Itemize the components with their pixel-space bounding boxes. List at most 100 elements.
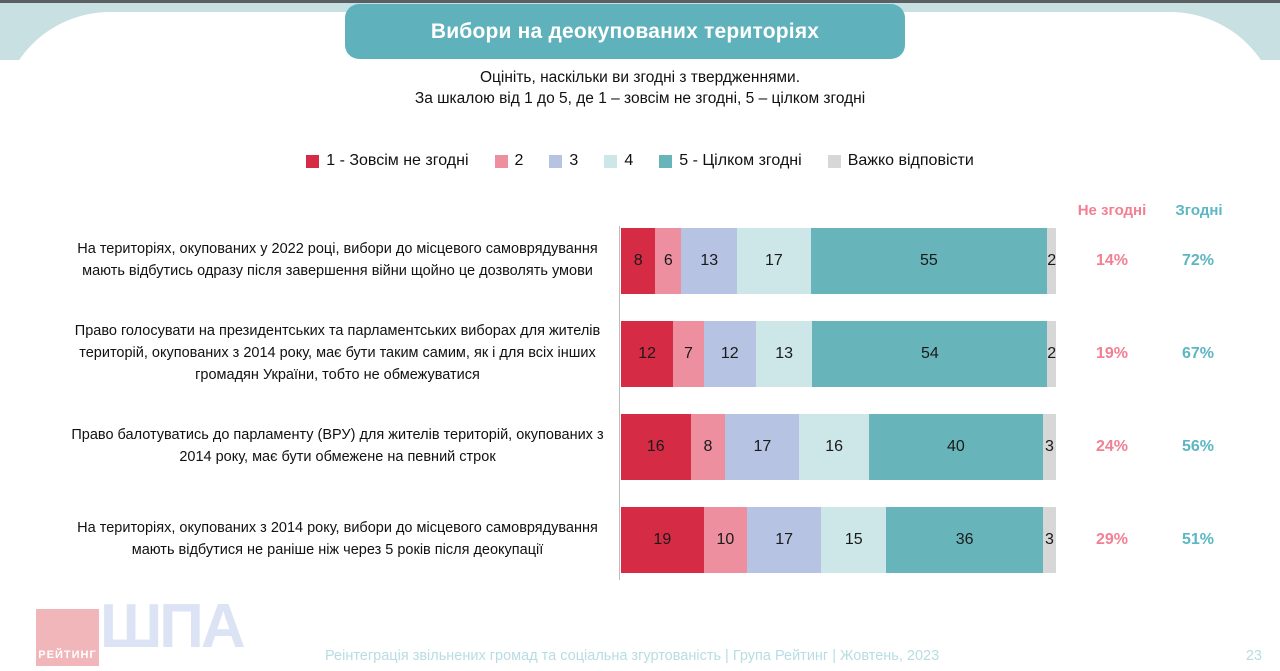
bar-segment: 8 [621,228,656,294]
bar-segment: 8 [690,414,726,480]
title-banner: Вибори на деокупованих територіях [345,4,905,59]
bar-segment: 13 [681,228,738,294]
legend-item: 2 [494,152,524,170]
bar-segment: 12 [703,321,756,387]
bar-segment-value: 12 [638,345,656,362]
page-number: 23 [1245,648,1262,664]
bar-segment-value: 55 [920,252,938,269]
bar-segment-value: 36 [955,531,974,548]
legend-swatch-1 [306,154,320,168]
footer-source-text: Реінтеграція звільнених громад та соціал… [325,648,940,664]
legend-item: 4 [604,152,633,170]
legend-label: 3 [569,152,579,169]
category-label: Право балотуватись до парламенту (ВРУ) д… [71,427,604,465]
legend-item: Важко відповісти [827,152,974,170]
legend: 1 - Зовсім не згодні 2 3 4 5 - Цілком зг… [0,152,1280,170]
legend-swatch-5 [659,154,673,168]
agree-value: 72% [1181,252,1215,269]
column-header-disagree: Не згодні [1077,202,1147,219]
legend-item: 3 [549,152,578,170]
shpa-logo: ШПА [100,592,246,661]
disagree-value: 14% [1095,252,1129,269]
bar-segment-value: 16 [646,438,665,455]
bar-segment: 3 [1042,507,1056,573]
bar-segment-value: 19 [653,531,672,548]
legend-swatch-2 [494,154,508,168]
bar-segment-value: 13 [700,252,719,269]
bar-segment-value: 8 [633,252,643,269]
agree-value: 67% [1181,345,1215,362]
bar-segment: 54 [812,321,1048,387]
stacked-bar-row-3: 16 8 17 16 40 3 [621,414,1056,480]
bar-segment: 7 [673,321,704,387]
legend-swatch-dk [827,154,841,168]
subtitle: Оцініть, наскільки ви згодні з твердженн… [0,68,1280,110]
category-label: Право голосувати на президентських та па… [74,323,601,383]
bar-segment: 10 [703,507,748,573]
stacked-bar-chart: Не згодні Згодні На територіях, окупован… [60,200,1260,580]
bar-segment: 40 [868,414,1043,480]
category-label: На територіях, окупованих у 2022 році, в… [77,241,598,279]
bar-segment-value: 3 [1045,438,1054,455]
window-top-edge [0,0,1280,3]
legend-label: 4 [624,152,634,169]
disagree-value: 29% [1095,531,1129,548]
disagree-value: 24% [1095,438,1129,455]
bar-segment-value: 17 [775,531,794,548]
page-title: Вибори на деокупованих територіях [430,19,820,43]
bar-segment-value: 54 [920,345,939,362]
bar-segment: 36 [886,507,1043,573]
bar-segment-value: 10 [716,531,735,548]
bar-segment-value: 2 [1047,345,1057,362]
bar-segment: 17 [747,507,822,573]
agree-value: 51% [1181,531,1215,548]
bar-segment: 16 [799,414,869,480]
legend-swatch-3 [549,154,563,168]
column-header-agree: Згодні [1175,202,1223,219]
bar-segment: 2 [1047,321,1056,387]
bar-segment-value: 16 [825,438,844,455]
bar-segment-value: 17 [753,438,772,455]
subtitle-line-1: Оцініть, наскільки ви згодні з твердженн… [479,69,801,86]
legend-swatch-4 [604,154,618,168]
axis-line [619,226,620,580]
bar-segment-value: 12 [720,345,739,362]
bar-segment-value: 3 [1045,531,1054,548]
legend-label: 1 - Зовсім не згодні [326,152,469,169]
rating-group-logo: РЕЙТИНГ [36,609,99,666]
bar-segment: 6 [655,228,682,294]
bar-segment-value: 40 [947,438,965,455]
stacked-bar-row-1: 8 6 13 17 55 2 [621,228,1056,294]
bar-segment-value: 6 [663,252,673,269]
legend-item: 1 - Зовсім не згодні [306,152,469,170]
bar-segment: 13 [755,321,813,387]
bar-segment: 17 [737,228,811,294]
chart-grid: На територіях, окупованих у 2022 році, в… [60,200,1260,573]
category-label: На територіях, окупованих з 2014 року, в… [77,520,598,558]
stacked-bar-row-2: 12 7 12 13 54 2 [621,321,1056,387]
bar-segment: 17 [725,414,800,480]
bar-segment: 16 [621,414,691,480]
disagree-value: 19% [1095,345,1129,362]
bar-segment-value: 8 [703,438,713,455]
bar-segment: 3 [1042,414,1056,480]
agree-value: 56% [1181,438,1215,455]
legend-item: 5 - Цілком згодні [659,152,802,170]
legend-label: 2 [514,152,524,169]
bar-segment-value: 17 [764,252,783,269]
rating-logo-text: РЕЙТИНГ [38,649,97,661]
bar-segment-value: 15 [844,531,863,548]
bar-segment: 12 [621,321,674,387]
stacked-bar-row-4: 19 10 17 15 36 3 [621,507,1056,573]
bar-segment-value: 13 [775,345,794,362]
subtitle-line-2: За шкалою від 1 до 5, де 1 – зовсім не з… [414,89,866,107]
bar-segment: 19 [621,507,704,573]
bar-segment: 2 [1047,228,1056,294]
bar-segment: 15 [821,507,887,573]
bar-segment: 55 [810,228,1048,294]
bar-segment-value: 7 [683,345,693,362]
legend-label: 5 - Цілком згодні [679,152,802,169]
bar-segment-value: 2 [1047,252,1057,269]
legend-label: Важко відповісти [847,152,974,169]
